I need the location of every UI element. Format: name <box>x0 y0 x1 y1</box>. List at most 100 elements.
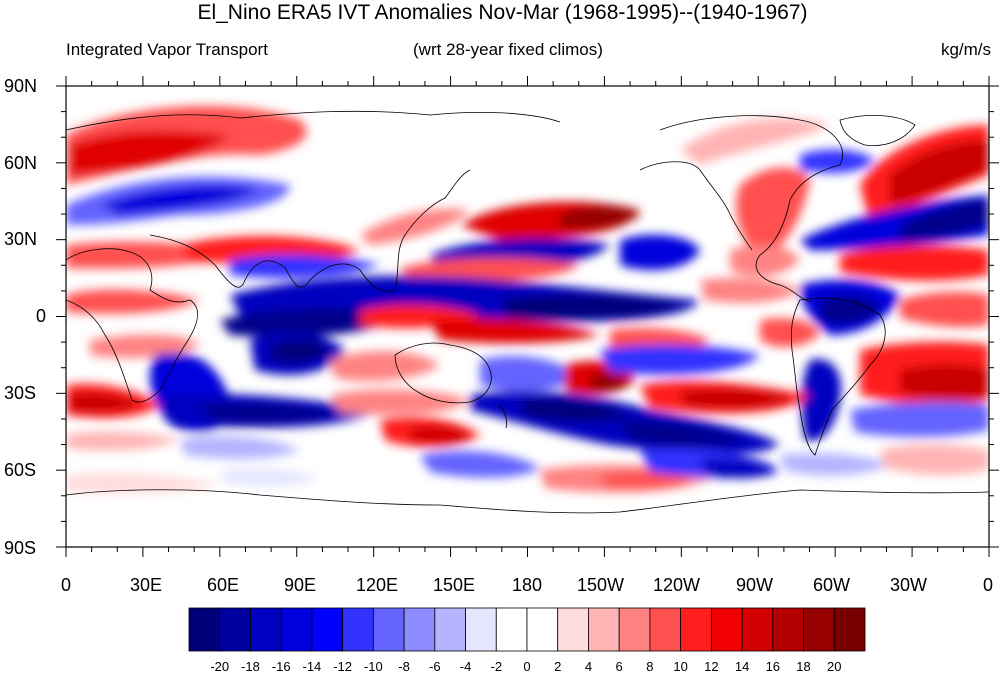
anomaly-region <box>736 167 810 260</box>
variable-name: Integrated Vapor Transport <box>66 40 268 59</box>
colorbar-swatch <box>311 607 344 652</box>
anomaly-region <box>220 308 400 337</box>
climatology-note: (wrt 28-year fixed climos) <box>413 40 603 59</box>
anomaly-region <box>900 291 989 328</box>
lon-label-30e: 30E <box>130 575 163 595</box>
colorbar-tick-label: 16 <box>765 659 781 674</box>
colorbar-tick-label: 20 <box>827 659 842 674</box>
lon-label-90e: 90E <box>284 575 317 595</box>
anomaly-region <box>840 245 989 281</box>
lon-label-150e: 150E <box>433 575 476 595</box>
anomaly-region <box>270 339 330 363</box>
coastline-eurasia-north <box>66 110 561 131</box>
anomaly-region <box>180 435 300 459</box>
colorbar-tick-label: 18 <box>796 659 811 674</box>
anomaly-region <box>680 388 795 409</box>
anomaly-region <box>600 344 760 375</box>
colorbar-tick-label: -8 <box>398 659 410 674</box>
colorbar-tick-label: 2 <box>554 659 562 674</box>
colorbar-tick-label: -14 <box>302 659 322 674</box>
anomaly-region <box>480 355 580 392</box>
coastline-north-america <box>659 115 843 303</box>
colorbar <box>188 607 866 652</box>
lat-label-90n: 90N <box>4 76 38 96</box>
anomaly-region <box>200 403 340 424</box>
anomaly-region <box>590 373 628 392</box>
anomaly-region <box>780 453 890 476</box>
lon-label-30w: 30W <box>890 575 928 595</box>
anomaly-region <box>680 118 830 165</box>
colorbar-swatch <box>219 607 251 652</box>
colorbar-swatch <box>342 607 374 652</box>
anomaly-region <box>66 431 180 451</box>
coastline-new-zealand <box>499 404 508 429</box>
anomaly-region <box>880 444 989 475</box>
colorbar-swatch <box>680 607 712 652</box>
anomaly-region <box>850 401 989 437</box>
coastline-alaska <box>639 161 753 251</box>
anomaly-region <box>900 200 989 240</box>
colorbar-tick-label: 6 <box>615 659 623 674</box>
lat-label-60s: 60S <box>4 460 37 480</box>
anomaly-region <box>70 393 140 412</box>
anomaly-region <box>620 234 700 270</box>
map-title: El_Nino ERA5 IVT Anomalies Nov-Mar (1968… <box>197 1 808 24</box>
coastline-australia <box>394 342 492 404</box>
coastline-south-asia <box>149 234 396 292</box>
anomaly-region <box>730 244 800 277</box>
lon-label-150w: 150W <box>577 575 625 595</box>
colorbar-tick-label: -2 <box>490 659 503 674</box>
colorbar-swatch <box>188 607 221 652</box>
lat-label-30s: 30S <box>4 383 37 403</box>
colorbar-tick-label: -18 <box>241 659 260 674</box>
anomaly-region <box>500 294 690 319</box>
coastline-east-asia <box>394 169 471 291</box>
colorbar-swatch <box>372 607 405 652</box>
colorbar-tick-label: 10 <box>673 659 688 674</box>
anomaly-region <box>801 359 841 441</box>
anomaly-region <box>600 471 690 489</box>
anomaly-region <box>700 278 800 303</box>
anomaly-region <box>66 473 220 494</box>
anomaly-region <box>760 318 820 347</box>
colorbar-tick-label: 4 <box>584 659 593 674</box>
colorbar-swatch <box>403 607 436 652</box>
colorbar-tick-label: 0 <box>523 659 531 674</box>
lon-label-60w: 60W <box>813 575 851 595</box>
colorbar-tick-label: -6 <box>429 659 441 674</box>
lon-label-180: 180 <box>512 575 543 595</box>
colorbar-swatch <box>741 607 774 652</box>
anomaly-region <box>620 420 745 447</box>
colorbar-tick-label: 8 <box>646 659 654 674</box>
anomaly-region <box>900 364 989 399</box>
anomaly-region <box>430 318 600 344</box>
coastline-greenland <box>839 115 916 147</box>
colorbar-swatch <box>434 607 466 652</box>
anomaly-region <box>890 140 989 205</box>
colorbar-tick-label: -12 <box>333 659 353 674</box>
colorbar-swatch <box>710 607 743 652</box>
anomaly-region <box>90 334 200 358</box>
anomaly-region <box>410 425 472 444</box>
lat-label-30n: 30N <box>4 229 38 249</box>
anomaly-region <box>420 450 540 478</box>
coastlines <box>66 110 989 514</box>
colorbar-tick-label: 12 <box>704 659 719 674</box>
anomaly-region <box>820 294 880 325</box>
anomaly-region <box>330 389 470 415</box>
lat-label-60n: 60N <box>4 153 38 173</box>
colorbar-swatch <box>526 607 559 652</box>
colorbar-swatch <box>649 607 682 652</box>
colorbar-tick-label: -16 <box>271 659 291 674</box>
lon-label-0: 0 <box>61 575 72 595</box>
colorbar-swatch <box>833 607 866 652</box>
colorbar-swatch <box>588 607 620 652</box>
axis-ticks <box>56 76 999 557</box>
anomaly-region <box>100 185 260 215</box>
anomaly-field <box>66 105 989 494</box>
units-label: kg/m/s <box>940 40 991 59</box>
anomaly-region <box>70 130 230 175</box>
colorbar-tick-label: -4 <box>459 659 472 674</box>
colorbar-swatch <box>618 607 651 652</box>
